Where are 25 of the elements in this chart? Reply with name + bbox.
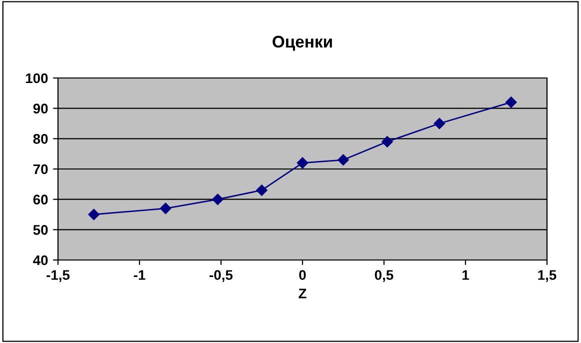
y-tick-label: 90 xyxy=(33,104,48,114)
y-tick-label: 40 xyxy=(33,255,48,266)
x-tick-label: 1 xyxy=(462,270,469,280)
point xyxy=(434,118,446,130)
x-axis-title: Z xyxy=(298,288,306,298)
chart-title: Оценки xyxy=(272,36,332,51)
y-tick-label: 50 xyxy=(33,225,48,235)
point xyxy=(382,136,393,148)
point xyxy=(88,208,100,220)
point xyxy=(296,157,308,169)
point xyxy=(506,96,517,108)
y-tick-label: 100 xyxy=(26,73,48,84)
x-tick-label: 0 xyxy=(299,270,306,280)
y-tick-label: 80 xyxy=(33,134,48,144)
x-tick-label: -0,5 xyxy=(210,270,233,282)
point xyxy=(338,154,349,166)
y-tick-label: 70 xyxy=(33,164,48,174)
point xyxy=(256,184,268,196)
x-tick-label: -1 xyxy=(134,270,146,280)
x-tick-label: 0,5 xyxy=(374,270,394,282)
x-tick-label: -1,5 xyxy=(46,270,70,282)
x-tick-label: 1,5 xyxy=(538,270,556,282)
point xyxy=(160,202,172,214)
point xyxy=(212,194,224,205)
y-tick-label: 60 xyxy=(33,194,48,205)
